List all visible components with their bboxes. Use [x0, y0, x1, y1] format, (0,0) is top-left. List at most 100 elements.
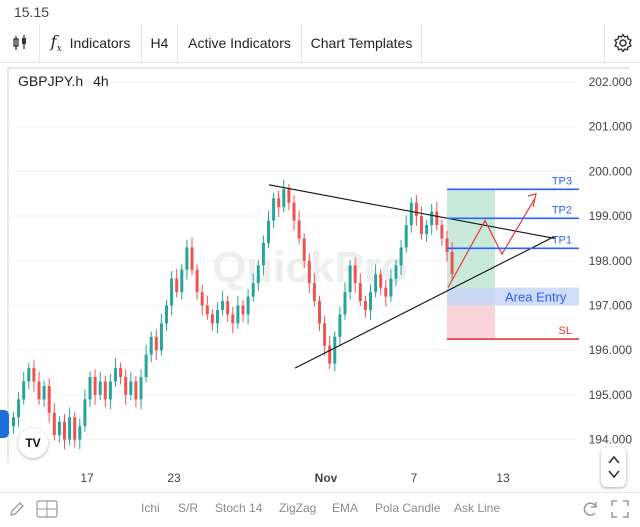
y-tick-label: 198.000	[589, 254, 633, 268]
tradingview-logo: TV	[18, 428, 48, 458]
candle-body	[68, 417, 72, 440]
quick-pola-candle[interactable]: Pola Candle	[375, 501, 441, 515]
projection-arrowhead	[527, 192, 537, 208]
y-tick-label: 195.000	[589, 388, 633, 402]
candle-body	[103, 381, 107, 400]
side-panel-tab[interactable]	[0, 410, 9, 438]
candle-body	[129, 381, 133, 395]
candle-body	[348, 265, 352, 293]
candle-body	[292, 202, 296, 221]
candle-body	[440, 225, 444, 239]
quick-ichi[interactable]: Ichi	[141, 501, 160, 515]
active-indicators-label: Active Indicators	[188, 35, 291, 51]
candle-body	[124, 377, 128, 395]
candle-body	[261, 242, 265, 266]
candle-body	[409, 202, 413, 226]
x-tick-label: Nov	[315, 471, 338, 485]
projection-path	[447, 197, 536, 288]
y-tick-label: 196.000	[589, 343, 633, 357]
candle-body	[205, 305, 209, 315]
candle-body	[394, 265, 398, 279]
candle-body	[180, 269, 184, 293]
candle-body	[363, 301, 367, 310]
candle-body	[73, 417, 77, 440]
y-tick-label: 201.000	[589, 120, 633, 134]
candle-body	[241, 305, 245, 315]
candle-body	[37, 381, 41, 400]
y-tick-label: 194.000	[589, 433, 633, 447]
symbol-interval: 4h	[93, 73, 109, 89]
candle-body	[221, 301, 225, 310]
candle-body	[414, 202, 418, 217]
expand-icon[interactable]	[610, 499, 630, 519]
candle-body	[389, 278, 393, 297]
candlestick-icon[interactable]	[0, 24, 40, 62]
chart-templates-button[interactable]: Chart Templates	[302, 24, 422, 62]
candle-body	[119, 368, 123, 378]
candle-body	[272, 198, 276, 221]
quick-ask-line[interactable]: Ask Line	[454, 501, 501, 515]
candle-body	[98, 381, 102, 395]
level-label: TP3	[552, 175, 572, 187]
active-indicators-button[interactable]: Active Indicators	[178, 24, 302, 62]
triangle-lower-line	[294, 235, 556, 369]
candle-body	[302, 238, 306, 261]
indicators-button[interactable]: fx Indicators	[40, 24, 142, 62]
candle-body	[149, 336, 153, 355]
quick-zigzag[interactable]: ZigZag	[279, 501, 317, 515]
level-label: SL	[559, 325, 572, 337]
symbol-header: GBPJPY.h 4h	[18, 73, 109, 89]
candle-body	[134, 381, 138, 400]
chart-templates-label: Chart Templates	[310, 35, 413, 51]
candle-body	[32, 368, 36, 382]
quick-sr[interactable]: S/R	[178, 501, 199, 515]
candle-body	[267, 220, 270, 243]
candle-body	[108, 381, 112, 400]
entry-zone	[447, 287, 579, 306]
x-tick-label: 13	[496, 471, 510, 485]
symbol-name: GBPJPY.h	[18, 73, 84, 89]
candle-body	[435, 211, 439, 226]
candle-body	[12, 417, 15, 427]
candle-body	[190, 247, 194, 270]
quick-stoch[interactable]: Stoch 14	[215, 501, 263, 515]
refresh-icon[interactable]	[580, 499, 600, 519]
candle-body	[210, 314, 214, 324]
candle-body	[185, 247, 189, 270]
candle-body	[404, 225, 408, 248]
candle-body	[369, 292, 372, 310]
candle-body	[175, 278, 179, 293]
candle-body	[144, 354, 148, 378]
quick-indicator-bar: Ichi S/R Stoch 14 ZigZag EMA Pola Candle…	[0, 492, 640, 527]
timeframe-button[interactable]: H4	[142, 24, 178, 62]
candle-body	[63, 421, 66, 440]
candle-body	[93, 377, 97, 395]
candle-body	[282, 189, 286, 208]
y-tick-label: 200.000	[589, 164, 633, 178]
x-tick-label: 17	[80, 471, 94, 485]
candle-body	[353, 265, 357, 284]
triangle-upper-line	[268, 184, 556, 239]
calculator-icon[interactable]	[36, 500, 58, 518]
candle-body	[287, 189, 291, 203]
level-label: TP1	[552, 234, 572, 246]
price-scale-toggle[interactable]	[601, 447, 626, 487]
candle-body	[78, 426, 82, 440]
candle-body	[318, 301, 321, 324]
level-label: TP2	[552, 204, 572, 216]
settings-button[interactable]	[604, 24, 640, 62]
quick-ema[interactable]: EMA	[332, 501, 359, 515]
candle-body	[343, 292, 347, 315]
candle-body	[420, 216, 423, 234]
status-bar: 15.15	[0, 0, 640, 24]
pencil-icon[interactable]	[8, 500, 26, 518]
candle-body	[154, 336, 158, 351]
candle-body	[47, 385, 51, 413]
candle-body	[114, 368, 117, 382]
candle-body	[246, 296, 250, 315]
candle-body	[27, 368, 31, 382]
candle-body	[88, 377, 92, 400]
gear-icon	[613, 33, 632, 53]
candle-body	[52, 412, 56, 436]
